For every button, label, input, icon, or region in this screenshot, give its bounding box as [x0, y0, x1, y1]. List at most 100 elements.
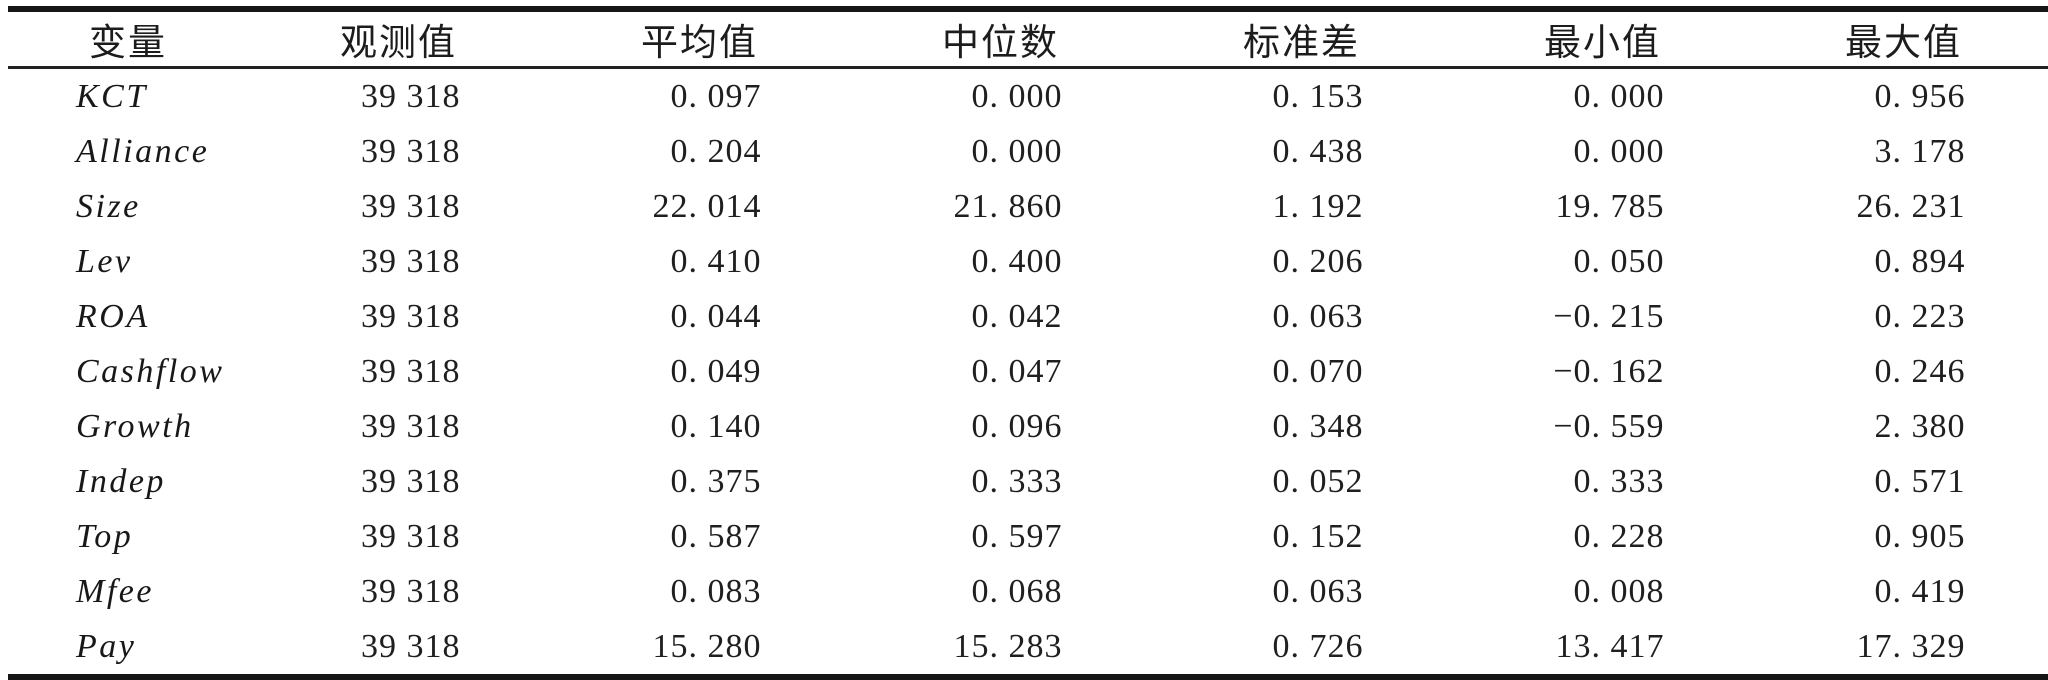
cell-observations: 39 318 — [248, 289, 549, 344]
table-row: Lev 39 318 0. 410 0. 400 0. 206 0. 050 0… — [8, 234, 2048, 289]
variable-name: Indep — [76, 462, 166, 500]
cell-max: 0. 246 — [1753, 344, 2048, 399]
cell-std-dev: 0. 070 — [1151, 344, 1452, 399]
cell-min: 0. 008 — [1452, 564, 1753, 619]
cell-value: 0. 246 — [1874, 352, 1966, 390]
cell-value: 0. 348 — [1272, 407, 1364, 445]
cell-value: −0. 162 — [1553, 352, 1665, 390]
cell-min: −0. 162 — [1452, 344, 1753, 399]
cell-value: 0. 050 — [1573, 242, 1665, 280]
cell-value: 0. 044 — [670, 297, 762, 335]
cell-observations: 39 318 — [248, 399, 549, 454]
cell-observations: 39 318 — [248, 509, 549, 564]
table-row: Size 39 318 22. 014 21. 860 1. 192 19. 7… — [8, 179, 2048, 234]
cell-value: 0. 223 — [1874, 297, 1966, 335]
table-row: Indep 39 318 0. 375 0. 333 0. 052 0. 333… — [8, 454, 2048, 509]
header-row: 变量 观测值 平均值 中位数 标准差 最小值 最大值 — [8, 9, 2048, 69]
cell-variable: KCT — [8, 68, 248, 125]
cell-value: −0. 215 — [1553, 297, 1665, 335]
cell-max: 2. 380 — [1753, 399, 2048, 454]
table-row: Growth 39 318 0. 140 0. 096 0. 348 −0. 5… — [8, 399, 2048, 454]
cell-value: 0. 571 — [1874, 462, 1966, 500]
col-header-median: 中位数 — [850, 9, 1151, 69]
variable-name: Lev — [76, 242, 133, 280]
cell-value: 0. 049 — [670, 352, 762, 390]
cell-mean: 0. 375 — [549, 454, 850, 509]
cell-value: 19. 785 — [1555, 187, 1665, 225]
cell-max: 0. 956 — [1753, 68, 2048, 125]
cell-mean: 0. 410 — [549, 234, 850, 289]
cell-value: 0. 000 — [1573, 77, 1665, 115]
cell-observations: 39 318 — [248, 179, 549, 234]
cell-median: 0. 333 — [850, 454, 1151, 509]
cell-min: 0. 333 — [1452, 454, 1753, 509]
col-header-min: 最小值 — [1452, 9, 1753, 69]
cell-max: 3. 178 — [1753, 124, 2048, 179]
cell-value: 0. 097 — [670, 77, 762, 115]
cell-value: 0. 153 — [1272, 77, 1364, 115]
cell-value: 39 318 — [361, 132, 461, 170]
cell-observations: 39 318 — [248, 344, 549, 399]
cell-variable: Top — [8, 509, 248, 564]
cell-value: 39 318 — [361, 517, 461, 555]
cell-mean: 0. 083 — [549, 564, 850, 619]
table-row: Pay 39 318 15. 280 15. 283 0. 726 13. 41… — [8, 619, 2048, 677]
cell-median: 0. 597 — [850, 509, 1151, 564]
cell-median: 0. 047 — [850, 344, 1151, 399]
cell-median: 0. 000 — [850, 124, 1151, 179]
cell-value: 22. 014 — [652, 187, 762, 225]
cell-value: 0. 068 — [971, 572, 1063, 610]
cell-max: 0. 419 — [1753, 564, 2048, 619]
table-row: Alliance 39 318 0. 204 0. 000 0. 438 0. … — [8, 124, 2048, 179]
variable-name: KCT — [76, 77, 148, 115]
table-row: ROA 39 318 0. 044 0. 042 0. 063 −0. 215 … — [8, 289, 2048, 344]
cell-variable: Indep — [8, 454, 248, 509]
cell-std-dev: 0. 153 — [1151, 68, 1452, 125]
cell-value: 1. 192 — [1272, 187, 1364, 225]
cell-value: 0. 052 — [1272, 462, 1364, 500]
cell-min: 19. 785 — [1452, 179, 1753, 234]
cell-mean: 0. 140 — [549, 399, 850, 454]
cell-max: 0. 894 — [1753, 234, 2048, 289]
cell-value: 0. 206 — [1272, 242, 1364, 280]
cell-value: 39 318 — [361, 572, 461, 610]
cell-median: 0. 400 — [850, 234, 1151, 289]
cell-value: 15. 283 — [953, 627, 1063, 665]
cell-variable: Lev — [8, 234, 248, 289]
cell-median: 0. 000 — [850, 68, 1151, 125]
cell-value: 0. 438 — [1272, 132, 1364, 170]
cell-value: 39 318 — [361, 242, 461, 280]
variable-name: Cashflow — [76, 352, 225, 390]
cell-value: 0. 140 — [670, 407, 762, 445]
variable-name: Top — [76, 517, 134, 555]
cell-observations: 39 318 — [248, 234, 549, 289]
cell-value: 0. 070 — [1272, 352, 1364, 390]
cell-min: −0. 215 — [1452, 289, 1753, 344]
col-header-mean: 平均值 — [549, 9, 850, 69]
cell-value: 0. 083 — [670, 572, 762, 610]
cell-value: 0. 894 — [1874, 242, 1966, 280]
cell-value: 0. 333 — [971, 462, 1063, 500]
cell-value: 0. 000 — [971, 132, 1063, 170]
cell-value: 39 318 — [361, 297, 461, 335]
cell-observations: 39 318 — [248, 124, 549, 179]
variable-name: Pay — [76, 627, 137, 665]
cell-max: 26. 231 — [1753, 179, 2048, 234]
cell-max: 0. 223 — [1753, 289, 2048, 344]
cell-value: 0. 063 — [1272, 297, 1364, 335]
col-header-std-dev: 标准差 — [1151, 9, 1452, 69]
table-row: Cashflow 39 318 0. 049 0. 047 0. 070 −0.… — [8, 344, 2048, 399]
cell-value: 0. 042 — [971, 297, 1063, 335]
cell-value: 0. 008 — [1573, 572, 1665, 610]
summary-statistics-table: 变量 观测值 平均值 中位数 标准差 最小值 最大值 KCT 39 318 0.… — [8, 6, 2048, 680]
cell-max: 0. 571 — [1753, 454, 2048, 509]
cell-value: 39 318 — [361, 407, 461, 445]
variable-name: Size — [76, 187, 141, 225]
cell-value: 0. 333 — [1573, 462, 1665, 500]
cell-median: 15. 283 — [850, 619, 1151, 677]
cell-variable: ROA — [8, 289, 248, 344]
cell-median: 21. 860 — [850, 179, 1151, 234]
cell-median: 0. 096 — [850, 399, 1151, 454]
cell-value: 0. 587 — [670, 517, 762, 555]
cell-value: 13. 417 — [1555, 627, 1665, 665]
